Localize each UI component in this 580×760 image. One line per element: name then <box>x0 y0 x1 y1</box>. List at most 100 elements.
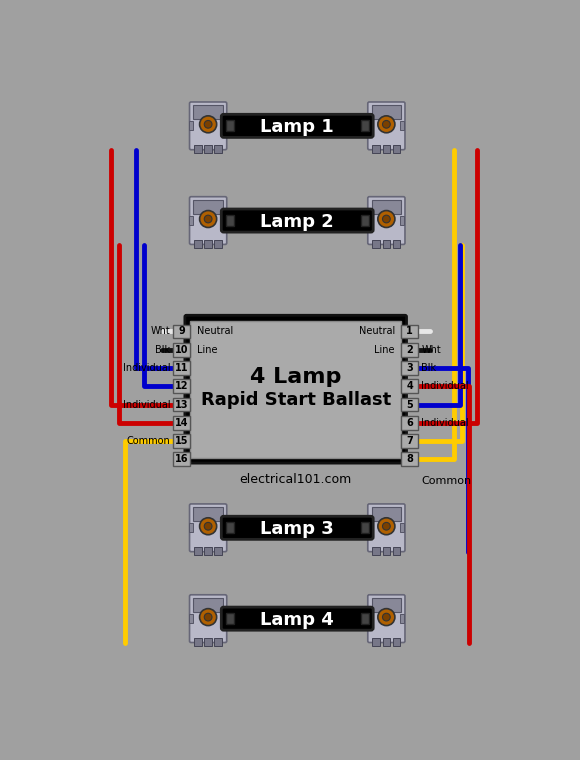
FancyBboxPatch shape <box>368 197 405 245</box>
Bar <box>361 613 368 624</box>
FancyBboxPatch shape <box>368 595 405 642</box>
Text: 4: 4 <box>406 382 413 391</box>
Bar <box>222 523 226 533</box>
Bar <box>215 240 222 248</box>
Text: Individual: Individual <box>421 418 469 428</box>
Text: Lamp 3: Lamp 3 <box>260 521 334 538</box>
Bar <box>173 452 190 467</box>
Bar <box>204 240 212 248</box>
Bar <box>382 145 390 153</box>
Bar <box>382 638 390 645</box>
Bar <box>367 216 372 225</box>
Circle shape <box>200 211 217 227</box>
Circle shape <box>382 522 390 530</box>
Bar <box>372 598 401 612</box>
Bar <box>193 200 223 214</box>
Text: 9: 9 <box>179 327 185 337</box>
Bar <box>188 614 193 623</box>
Text: 4 Lamp: 4 Lamp <box>250 367 342 387</box>
Text: Line: Line <box>197 345 217 355</box>
Circle shape <box>378 211 395 227</box>
FancyBboxPatch shape <box>185 315 407 463</box>
Bar <box>194 638 202 645</box>
Bar <box>401 325 418 338</box>
Bar <box>361 522 368 534</box>
Bar <box>215 547 222 555</box>
Bar <box>400 614 404 623</box>
Bar <box>367 614 372 623</box>
Bar <box>393 240 400 248</box>
Text: 3: 3 <box>406 363 413 373</box>
Text: 1: 1 <box>406 327 413 337</box>
Bar <box>173 416 190 429</box>
Circle shape <box>200 116 217 133</box>
Text: 14: 14 <box>175 418 188 428</box>
Bar <box>222 122 226 131</box>
Text: 7: 7 <box>406 436 413 446</box>
Text: Line: Line <box>375 345 395 355</box>
Bar <box>173 343 190 356</box>
Text: 11: 11 <box>175 363 188 373</box>
Bar <box>361 121 368 131</box>
Circle shape <box>204 215 212 223</box>
Bar <box>204 145 212 153</box>
Bar <box>372 638 380 645</box>
Bar <box>400 122 404 131</box>
Text: 2: 2 <box>406 345 413 355</box>
Circle shape <box>378 518 395 535</box>
FancyBboxPatch shape <box>368 504 405 552</box>
Circle shape <box>382 215 390 223</box>
Text: Common: Common <box>126 436 170 446</box>
Bar <box>188 523 193 533</box>
Bar <box>222 614 226 623</box>
Bar <box>401 434 418 448</box>
Bar <box>226 121 234 131</box>
Bar <box>382 547 390 555</box>
Text: Neutral: Neutral <box>358 327 395 337</box>
Bar <box>401 416 418 429</box>
Bar <box>194 240 202 248</box>
Bar <box>367 122 372 131</box>
Text: electrical101.com: electrical101.com <box>240 473 352 486</box>
Bar <box>393 638 400 645</box>
Bar <box>215 145 222 153</box>
Bar <box>194 145 202 153</box>
Text: Common: Common <box>421 476 472 486</box>
FancyBboxPatch shape <box>190 102 227 150</box>
Bar <box>173 434 190 448</box>
Circle shape <box>200 518 217 535</box>
Bar <box>215 638 222 645</box>
Text: 13: 13 <box>175 400 188 410</box>
Text: 8: 8 <box>406 454 413 464</box>
Bar <box>400 523 404 533</box>
Bar <box>226 215 234 226</box>
Bar <box>401 343 418 356</box>
Bar <box>204 638 212 645</box>
Bar <box>173 379 190 393</box>
Bar <box>393 145 400 153</box>
Circle shape <box>382 613 390 621</box>
Circle shape <box>378 609 395 625</box>
Bar <box>367 523 372 533</box>
Text: 16: 16 <box>175 454 188 464</box>
Text: Individual: Individual <box>122 400 170 410</box>
FancyBboxPatch shape <box>222 114 373 138</box>
Text: Lamp 2: Lamp 2 <box>260 213 334 231</box>
Bar <box>361 215 368 226</box>
Bar <box>401 452 418 467</box>
Text: Rapid Start Ballast: Rapid Start Ballast <box>201 391 391 409</box>
FancyBboxPatch shape <box>190 197 227 245</box>
Bar <box>194 547 202 555</box>
Bar <box>173 397 190 411</box>
Bar <box>393 547 400 555</box>
Bar <box>226 522 234 534</box>
Text: 6: 6 <box>406 418 413 428</box>
Bar <box>193 598 223 612</box>
Circle shape <box>378 116 395 133</box>
Text: Wht: Wht <box>150 327 170 337</box>
Circle shape <box>204 522 212 530</box>
Bar <box>222 216 226 225</box>
Text: 15: 15 <box>175 436 188 446</box>
Bar <box>173 361 190 375</box>
FancyBboxPatch shape <box>222 209 373 232</box>
